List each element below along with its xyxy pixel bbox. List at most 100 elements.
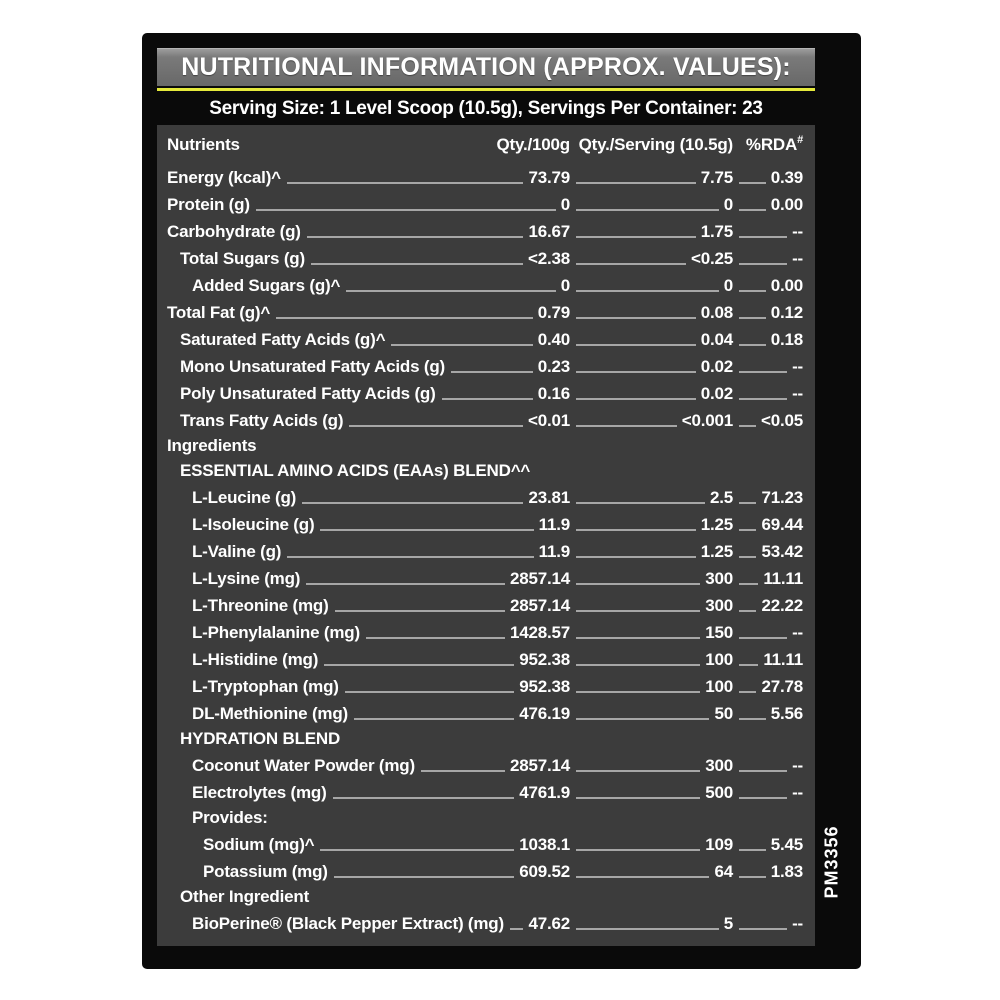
qty-serving-value: 0 — [723, 195, 733, 214]
rda-cell: -- — [733, 222, 803, 242]
qty-serving-cell: 300 — [570, 596, 733, 616]
leader-line — [333, 876, 515, 878]
leader-line — [353, 718, 515, 720]
rda-value: -- — [792, 623, 803, 642]
rda-cell: -- — [733, 783, 803, 803]
nutrient-row: L-Valine (g) 11.9 1.25 53.42 — [167, 535, 803, 562]
qty-serving-value: 2.5 — [709, 488, 733, 507]
qty-serving-cell: 150 — [570, 623, 733, 643]
label-title: NUTRITIONAL INFORMATION (APPROX. VALUES)… — [181, 53, 791, 81]
rda-value: <0.05 — [760, 411, 803, 430]
leader-line — [576, 290, 719, 292]
leader-line — [739, 637, 788, 639]
leader-line — [739, 502, 757, 504]
qty-100g-value: <2.38 — [527, 249, 570, 268]
leader-line — [739, 718, 766, 720]
rda-cell: 69.44 — [733, 515, 803, 535]
qty-100g-value: 0.23 — [537, 357, 570, 376]
leader-line — [310, 263, 523, 265]
qty-serving-cell: 1.75 — [570, 222, 733, 242]
qty-serving-value: 300 — [705, 756, 733, 775]
nutrient-label: Poly Unsaturated Fatty Acids (g) — [180, 384, 436, 403]
qty-serving-cell: 0 — [570, 276, 733, 296]
qty-serving-value: 1.75 — [700, 222, 733, 241]
rda-cell: 5.45 — [733, 835, 803, 855]
rda-cell: 0.39 — [733, 168, 803, 188]
rda-value: 69.44 — [761, 515, 803, 534]
leader-line — [739, 928, 788, 930]
leader-line — [739, 876, 766, 878]
leader-line — [739, 583, 759, 585]
qty-serving-value: 100 — [705, 677, 733, 696]
nutrition-table: Nutrients Qty./100g Qty./Serving (10.5g)… — [157, 125, 815, 946]
nutrient-label: Total Fat (g)^ — [167, 303, 271, 322]
nutrient-label: L-Threonine (mg) — [192, 596, 329, 615]
rda-value: 22.22 — [761, 596, 803, 615]
qty-serving-cell: 1.25 — [570, 542, 733, 562]
qty-serving-value: 0 — [723, 276, 733, 295]
leader-line — [344, 691, 515, 693]
rda-value: 27.78 — [761, 677, 803, 696]
nutrient-row: Added Sugars (g)^ 0 0 0.00 — [167, 269, 803, 296]
rda-value: -- — [792, 357, 803, 376]
qty-serving-value: 1.25 — [700, 542, 733, 561]
nutrient-label: Potassium (mg) — [203, 862, 328, 881]
leader-line — [739, 610, 757, 612]
qty-serving-value: 50 — [714, 704, 733, 723]
nutrient-label: Provides: — [192, 808, 268, 827]
leader-line — [739, 317, 766, 319]
rda-value: 71.23 — [761, 488, 803, 507]
column-header-qty-serving-cell: Qty./Serving (10.5g) — [570, 135, 734, 155]
column-header-qty-serving: Qty./Serving (10.5g) — [578, 135, 734, 154]
nutrient-row: Saturated Fatty Acids (g)^ 0.40 0.04 0.18 — [167, 323, 803, 350]
nutrient-label: Saturated Fatty Acids (g)^ — [180, 330, 386, 349]
qty-100g-value: 1038.1 — [519, 835, 570, 854]
leader-line — [276, 317, 533, 319]
nutrient-row: Poly Unsaturated Fatty Acids (g) 0.16 0.02… — [167, 377, 803, 404]
rda-cell: 22.22 — [733, 596, 803, 616]
section-row: HYDRATION BLEND — [167, 724, 803, 749]
qty-100g-value: 47.62 — [528, 914, 570, 933]
qty-serving-cell: 300 — [570, 569, 733, 589]
leader-line — [739, 236, 788, 238]
leader-line — [441, 398, 533, 400]
qty-100g-value: 952.38 — [519, 677, 570, 696]
qty-serving-value: 0.04 — [700, 330, 733, 349]
qty-100g-value: 73.79 — [528, 168, 570, 187]
rda-cell: 11.11 — [733, 569, 803, 589]
nutrient-row: Potassium (mg) 609.52 64 1.83 — [167, 855, 803, 882]
leader-line — [576, 637, 701, 639]
leader-line — [576, 583, 701, 585]
qty-100g-value: <0.01 — [527, 411, 570, 430]
nutrient-label: L-Isoleucine (g) — [192, 515, 315, 534]
qty-serving-cell: 0.02 — [570, 384, 733, 404]
rda-cell: 0.18 — [733, 330, 803, 350]
nutrient-label: Total Sugars (g) — [180, 249, 305, 268]
leader-line — [739, 849, 766, 851]
qty-serving-cell: 2.5 — [570, 488, 733, 508]
rda-cell: 1.83 — [733, 862, 803, 882]
nutrient-row: BioPerine® (Black Pepper Extract) (mg) 47… — [167, 907, 803, 934]
leader-line — [576, 876, 710, 878]
leader-line — [739, 344, 766, 346]
rda-value: 53.42 — [761, 542, 803, 561]
nutrient-label: Electrolytes (mg) — [192, 783, 327, 802]
leader-line — [576, 371, 696, 373]
qty-100g-value: 11.9 — [538, 542, 571, 561]
qty-100g-value: 11.9 — [538, 515, 571, 534]
leader-line — [739, 556, 757, 558]
rda-cell: 0.12 — [733, 303, 803, 323]
leader-line — [576, 849, 701, 851]
leader-line — [306, 236, 524, 238]
leader-line — [739, 425, 756, 427]
table-header-row: Nutrients Qty./100g Qty./Serving (10.5g)… — [167, 129, 803, 161]
qty-100g-value: 0.40 — [537, 330, 570, 349]
qty-100g-value: 2857.14 — [509, 756, 570, 775]
nutrient-row: L-Isoleucine (g) 11.9 1.25 69.44 — [167, 508, 803, 535]
nutrient-label: L-Leucine (g) — [192, 488, 297, 507]
qty-serving-cell: 0.08 — [570, 303, 733, 323]
rda-value: -- — [792, 222, 803, 241]
nutrient-label: BioPerine® (Black Pepper Extract) (mg) — [192, 914, 504, 933]
leader-line — [365, 637, 505, 639]
qty-100g-value: 609.52 — [519, 862, 570, 881]
